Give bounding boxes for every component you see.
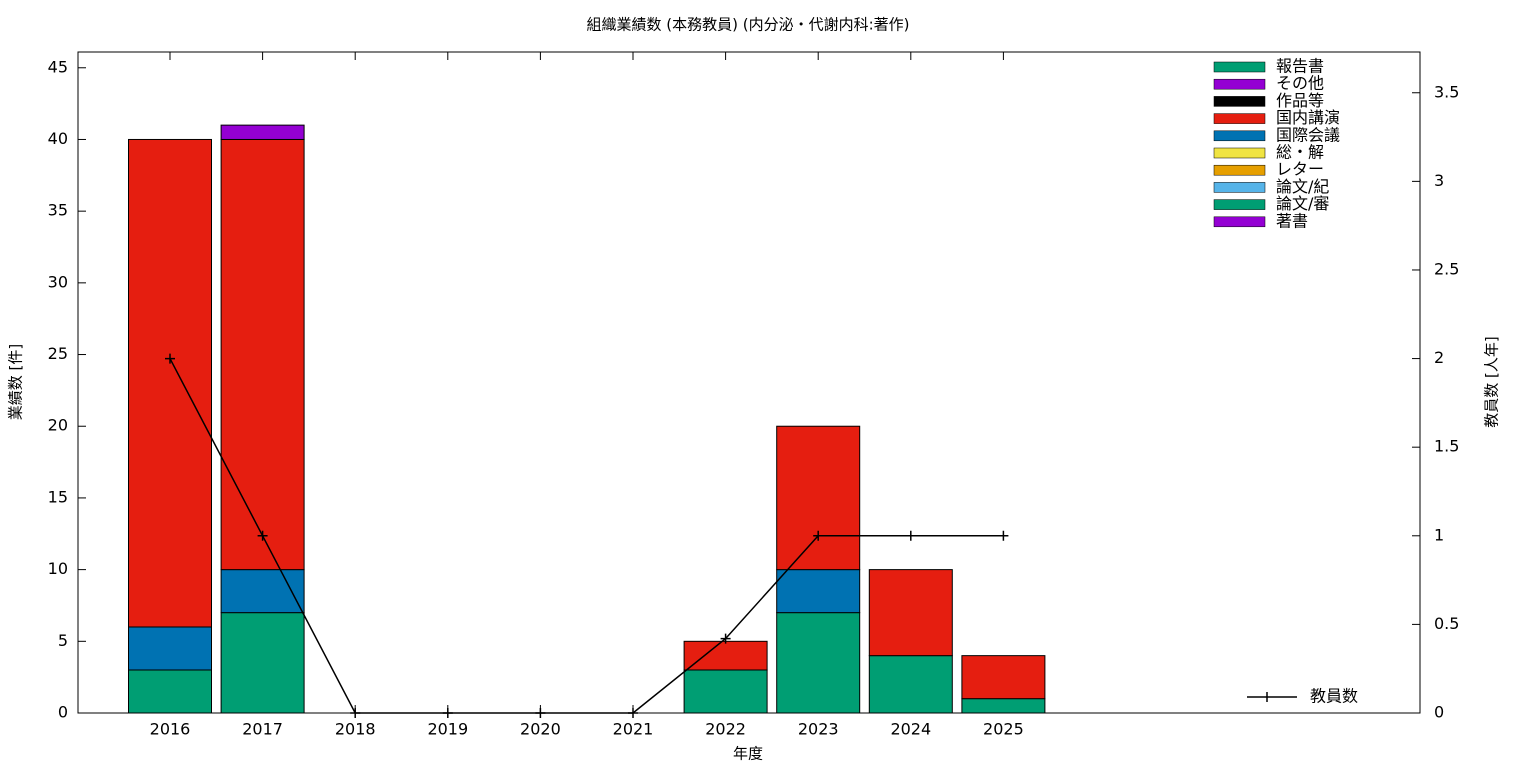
bar-segment (776, 612, 861, 714)
bar-segment (683, 640, 768, 671)
bar-segment (868, 655, 953, 714)
x-tick-label: 2019 (427, 720, 468, 739)
legend-label: 国際会議 (1276, 125, 1340, 144)
y-tick-label: 40 (48, 129, 68, 148)
x-tick-label: 2023 (798, 720, 839, 739)
bar-segment (961, 698, 1046, 714)
legend-label: 教員数 (1310, 687, 1358, 706)
y-tick-label: 30 (48, 272, 68, 291)
x-tick-label: 2025 (983, 720, 1024, 739)
legend-label: その他 (1276, 74, 1324, 93)
x-tick-label: 2024 (890, 720, 931, 739)
legend-swatch (1213, 216, 1266, 228)
x-axis-label: 年度 (733, 745, 763, 763)
line-point (257, 530, 268, 541)
bar-segment (961, 655, 1046, 700)
legend-label: 報告書 (1276, 57, 1324, 76)
legend-swatch (1213, 113, 1266, 124)
y2-tick-label: 3.5 (1434, 82, 1459, 101)
legend-label: 国内講演 (1276, 108, 1340, 127)
x-tick-label: 2022 (705, 720, 746, 739)
bar-segment (776, 569, 861, 614)
y2-tick-label: 3 (1434, 171, 1444, 190)
x-tick-label: 2017 (242, 720, 283, 739)
line-point (905, 530, 916, 541)
x-tick-label: 2016 (150, 720, 191, 739)
line-point (165, 353, 175, 364)
legend-swatch (1213, 61, 1266, 73)
legend-swatch (1213, 199, 1266, 210)
y-tick-label: 35 (48, 201, 68, 220)
bar-segment (128, 138, 212, 628)
chart-title: 組織業績数 (本務教員) (内分泌・代謝内科:著作) (586, 16, 909, 34)
y2-tick-label: 2 (1434, 348, 1444, 367)
bar-segment (128, 626, 212, 671)
bar-segment (128, 669, 212, 714)
legend-label: 総・解 (1276, 143, 1324, 162)
bar-segment (220, 569, 305, 614)
x-tick-label: 2021 (613, 720, 654, 739)
y2-tick-label: 1.5 (1434, 437, 1459, 456)
y-tick-label: 45 (48, 57, 68, 76)
legend-label: レター (1276, 160, 1324, 179)
legend-swatch (1213, 182, 1266, 193)
x-tick-label: 2018 (335, 720, 376, 739)
legend-swatch (1213, 164, 1266, 176)
legend-label: 論文/審 (1276, 194, 1329, 213)
line-point (720, 633, 731, 644)
plot-border (77, 51, 1421, 714)
y-axis-label: 業績数 [件] (7, 344, 25, 420)
bar-segment (683, 669, 768, 714)
line-point (998, 530, 1009, 541)
y-tick-label: 15 (48, 487, 68, 506)
legend-label: 作品等 (1276, 91, 1324, 110)
x-tick-label: 2020 (520, 720, 561, 739)
legend-swatch (1213, 96, 1266, 107)
line-point (813, 530, 824, 541)
y2-tick-label: 0 (1434, 703, 1444, 722)
bar-segment (220, 124, 305, 140)
y-tick-label: 10 (48, 559, 68, 578)
y-tick-label: 25 (48, 344, 68, 363)
legend-label: 著書 (1276, 211, 1308, 230)
bar-segment (220, 612, 305, 714)
bar-segment (220, 138, 305, 571)
bar-segment (776, 425, 861, 571)
y2-tick-label: 1 (1434, 525, 1444, 544)
y-tick-label: 20 (48, 416, 68, 435)
legend-swatch (1213, 78, 1266, 90)
legend-label: 論文/紀 (1276, 177, 1329, 196)
legend-swatch (1213, 130, 1266, 142)
bar-segment (868, 569, 953, 657)
legend-swatch (1213, 147, 1266, 159)
y2-tick-label: 0.5 (1434, 614, 1459, 633)
y2-axis-label: 教員数 [人年] (1483, 336, 1501, 427)
y-tick-label: 0 (58, 703, 68, 722)
y2-tick-label: 2.5 (1434, 259, 1459, 278)
y-tick-label: 5 (58, 631, 68, 650)
